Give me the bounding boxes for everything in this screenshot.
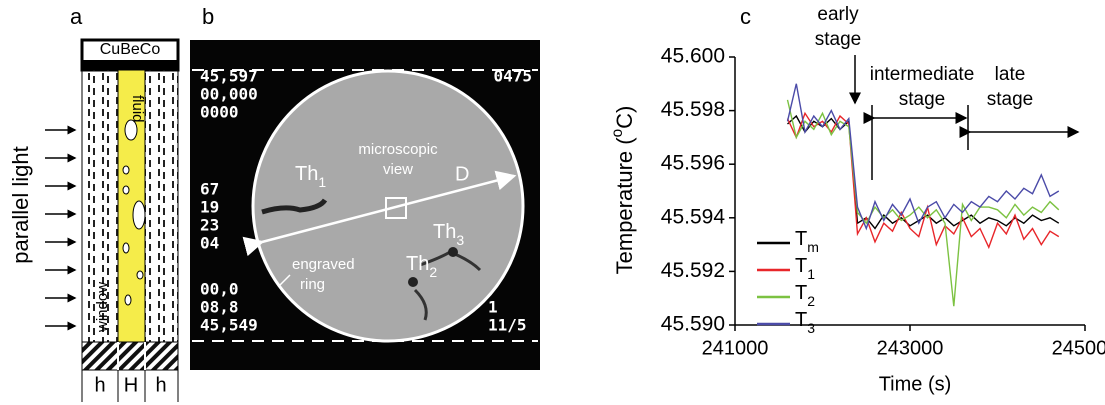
- cap-label: CuBeCo: [100, 41, 161, 58]
- overlay: 04: [200, 234, 219, 253]
- overlay: 1: [488, 298, 498, 317]
- bubble: [124, 119, 138, 141]
- series-line: [786, 99, 1060, 307]
- x-tick-label: 243000: [877, 337, 944, 359]
- d-label: D: [455, 163, 469, 185]
- dim: H: [124, 374, 138, 396]
- bubble: [122, 185, 130, 195]
- panel-a: a CuBeCo fluid window parallel light h H…: [8, 4, 180, 402]
- legend-label: Tm: [795, 228, 819, 254]
- y-tick-label: 45.598: [661, 98, 725, 121]
- thermistor-label: Th2: [406, 253, 437, 279]
- series-line: [786, 83, 1060, 231]
- overlay: 00,000: [200, 85, 258, 104]
- overlay: 00,0: [200, 280, 239, 299]
- overlay: 08,8: [200, 298, 239, 317]
- micro-box: [385, 197, 407, 219]
- y-tick-label: 45.590: [661, 313, 725, 336]
- light-arrows: [45, 125, 77, 331]
- legend-label: T2: [795, 282, 815, 308]
- micro-label: view: [383, 161, 413, 178]
- panel-b: b 45,597 00,000 0000 0475 67 19 23 04 00…: [190, 4, 540, 370]
- fluid-label: fluid: [129, 95, 146, 123]
- overlay: 0000: [200, 103, 239, 122]
- y-axis-title: Temperature (oC): [609, 106, 637, 275]
- ring-label: engraved: [292, 256, 355, 273]
- panel-label: a: [70, 4, 83, 29]
- series-line: [786, 111, 1060, 250]
- legend-label: T1: [795, 255, 815, 281]
- overlay: 67: [200, 180, 219, 199]
- overlay: 45,549: [200, 316, 258, 335]
- ring-label: ring: [300, 276, 325, 293]
- dim-lines: [81, 370, 179, 402]
- thermistor-label: Th3: [433, 221, 464, 247]
- overlay: 23: [200, 216, 219, 235]
- bubble: [136, 270, 144, 280]
- panel-label: c: [740, 4, 751, 29]
- legend-label: T3: [795, 309, 815, 335]
- y-tick-label: 45.600: [661, 45, 725, 68]
- thermistor-label: Th1: [295, 163, 326, 189]
- dim: h: [155, 374, 166, 396]
- overlay: 19: [200, 198, 219, 217]
- annotation: late: [995, 64, 1026, 85]
- overlay: 45,597: [200, 67, 258, 86]
- annotation: intermediate: [870, 64, 975, 85]
- annotation: stage: [899, 89, 945, 110]
- bubble: [122, 242, 130, 254]
- bubble: [122, 165, 130, 175]
- annotation: stage: [987, 89, 1033, 110]
- light-label: parallel light: [8, 146, 33, 263]
- annotation: early: [817, 4, 859, 25]
- micro-label: microscopic: [358, 141, 438, 158]
- overlay: 11/5: [488, 316, 527, 335]
- diameter: [242, 170, 517, 257]
- y-tick-label: 45.592: [661, 259, 725, 282]
- bubble: [124, 294, 132, 306]
- stage-markers: [849, 55, 1080, 180]
- base: [81, 341, 179, 371]
- panel-label: b: [202, 4, 214, 29]
- dim: h: [94, 374, 105, 396]
- window-label: window: [94, 282, 111, 333]
- x-tick-label: 241000: [702, 337, 769, 359]
- y-tick-label: 45.596: [661, 152, 725, 175]
- annotation: stage: [815, 29, 861, 50]
- cap-bar: [82, 60, 178, 70]
- bubble: [132, 200, 146, 230]
- y-tick-label: 45.594: [661, 205, 726, 228]
- x-axis-title: Time (s): [879, 373, 952, 395]
- overlay: 0475: [493, 67, 532, 86]
- x-tick-label: 245000: [1052, 337, 1105, 359]
